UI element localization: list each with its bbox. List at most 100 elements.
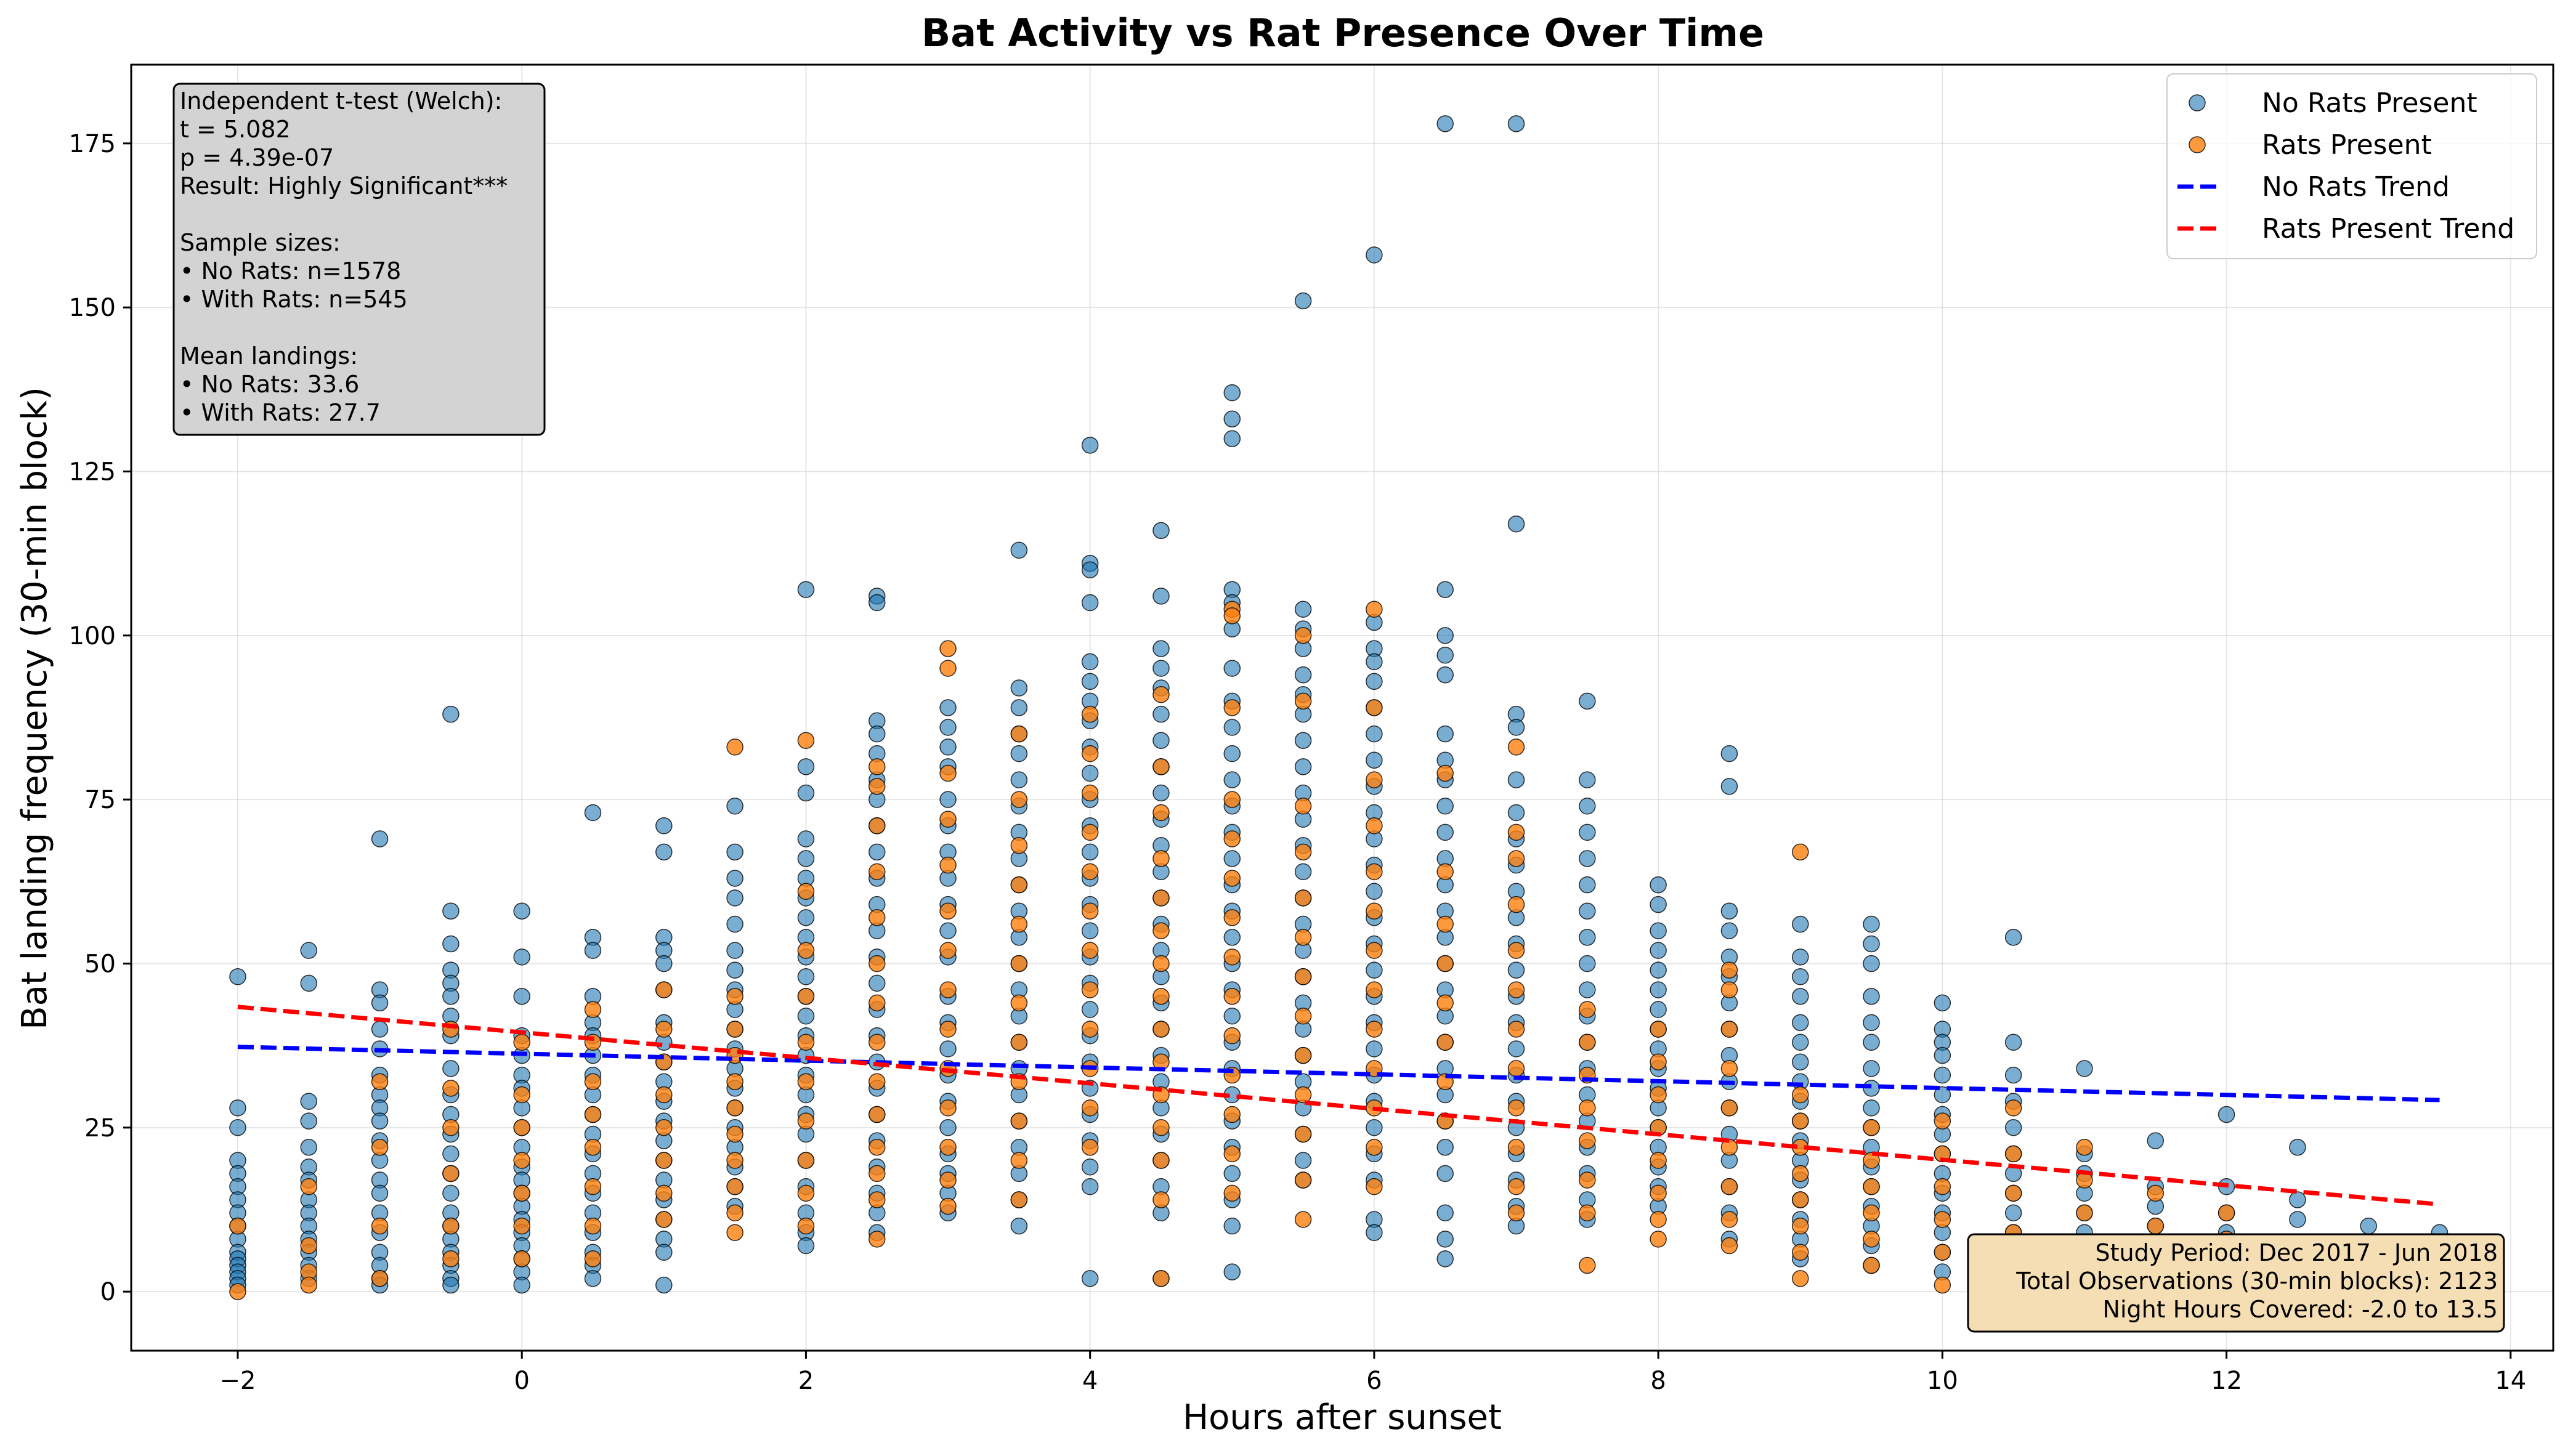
data-point — [1366, 1040, 1383, 1058]
x-axis-label: Hours after sunset — [1183, 1397, 1502, 1438]
data-point — [1436, 627, 1454, 644]
data-point — [1366, 817, 1383, 835]
data-point — [442, 902, 460, 920]
data-point — [1294, 798, 1312, 815]
data-point — [1366, 883, 1383, 900]
data-point — [513, 948, 530, 966]
data-point — [1081, 1158, 1099, 1176]
data-point — [1366, 246, 1383, 264]
data-point — [1010, 1191, 1028, 1208]
data-point — [1791, 1033, 1809, 1051]
data-point — [1436, 725, 1454, 743]
data-point — [868, 725, 886, 743]
data-point — [1436, 1165, 1454, 1183]
data-point — [1863, 1119, 1880, 1136]
data-point — [1436, 915, 1454, 933]
data-point — [1294, 1007, 1312, 1025]
data-point — [939, 1040, 957, 1058]
data-point — [1436, 955, 1454, 973]
data-point — [1507, 1060, 1525, 1077]
data-point — [1720, 1237, 1738, 1255]
data-point — [1294, 732, 1312, 750]
data-point — [1366, 1139, 1383, 1156]
data-point — [229, 1283, 246, 1300]
data-point — [655, 843, 673, 861]
stats-box-background — [172, 83, 546, 436]
axes: −2 0 2 4 6 8 10 12 14 0 25 50 75 100 125 150 175 — [69, 130, 2527, 1395]
data-point — [655, 1086, 673, 1104]
data-point — [1366, 725, 1383, 743]
data-point — [1366, 1178, 1383, 1195]
data-point — [1579, 1204, 1596, 1222]
data-point — [1579, 1132, 1596, 1149]
data-point — [1579, 981, 1596, 998]
data-point — [1366, 1021, 1383, 1038]
data-point — [1223, 607, 1241, 625]
data-point — [1650, 922, 1667, 939]
data-point — [1507, 1204, 1525, 1222]
data-point — [371, 1217, 389, 1235]
data-point — [1934, 1276, 1951, 1294]
data-point — [584, 1178, 602, 1195]
data-point — [300, 1139, 318, 1156]
data-point — [726, 942, 743, 959]
data-point — [655, 1021, 673, 1038]
data-point — [1791, 948, 1809, 966]
data-point — [371, 1112, 389, 1130]
data-point — [300, 1112, 318, 1130]
data-point — [1366, 1224, 1383, 1241]
data-point — [1863, 1152, 1880, 1169]
data-point — [1294, 758, 1312, 775]
data-point — [797, 1152, 815, 1169]
data-point — [1863, 1033, 1880, 1051]
data-point — [1223, 929, 1241, 946]
data-point — [1436, 823, 1454, 841]
data-point — [1507, 771, 1525, 788]
data-point — [1081, 1270, 1099, 1287]
data-point — [513, 1276, 530, 1294]
data-point — [1720, 1060, 1738, 1077]
data-point — [1579, 771, 1596, 788]
data-point — [2004, 1145, 2022, 1163]
data-point — [1791, 1244, 1809, 1261]
data-point — [655, 1211, 673, 1228]
data-point — [1507, 961, 1525, 979]
data-point — [726, 889, 743, 907]
data-point — [1294, 692, 1312, 710]
data-point — [797, 942, 815, 959]
data-point — [868, 1231, 886, 1248]
data-point — [1650, 1211, 1667, 1228]
data-point — [1152, 850, 1170, 867]
data-point — [1223, 430, 1241, 447]
data-point — [1081, 981, 1099, 998]
data-point — [1081, 561, 1099, 579]
x-tick-label: 6 — [1366, 1367, 1382, 1395]
data-point — [1294, 292, 1312, 310]
data-point — [939, 922, 957, 939]
data-point — [939, 981, 957, 998]
data-point — [1507, 1040, 1525, 1058]
data-point — [1720, 1211, 1738, 1228]
data-point — [1081, 1021, 1099, 1038]
data-point — [1507, 804, 1525, 822]
data-point — [797, 850, 815, 867]
data-point — [1507, 1099, 1525, 1117]
data-point — [1791, 1014, 1809, 1032]
data-point — [797, 1184, 815, 1202]
data-point — [513, 1250, 530, 1268]
legend-box — [2166, 73, 2537, 259]
data-point — [1720, 981, 1738, 998]
data-point — [1366, 942, 1383, 959]
data-point — [797, 1217, 815, 1235]
stats-box-line: t = 5.082 — [180, 116, 291, 143]
data-point — [1863, 1231, 1880, 1248]
data-point — [726, 870, 743, 887]
data-point — [1436, 1231, 1454, 1248]
y-tick-label: 50 — [84, 950, 116, 978]
data-point — [1294, 1086, 1312, 1104]
data-point — [1152, 804, 1170, 822]
data-point — [797, 830, 815, 847]
data-point — [2004, 1184, 2022, 1202]
chart-title: Bat Activity vs Rat Presence Over Time — [921, 10, 1764, 55]
data-point — [1791, 987, 1809, 1005]
